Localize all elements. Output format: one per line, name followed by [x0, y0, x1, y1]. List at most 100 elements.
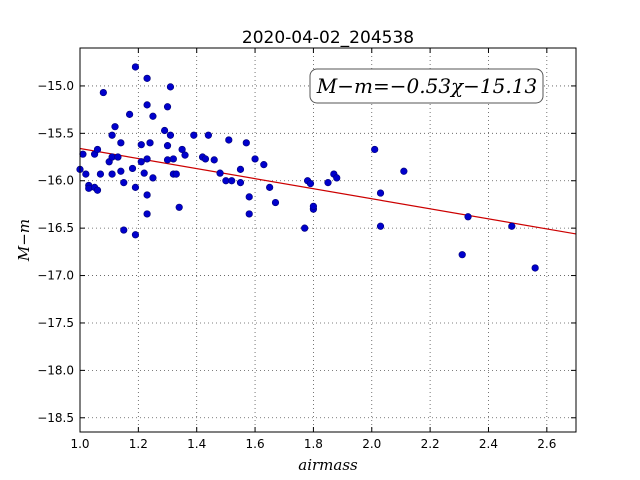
annotation-box — [309, 68, 544, 104]
x-tick-labels: 1.0 1.2 1.4 1.6 1.8 2.0 2.2 2.4 2.6 — [70, 437, 556, 451]
data-point — [143, 101, 151, 109]
data-point — [117, 167, 125, 175]
fit-line-group — [79, 147, 577, 235]
data-point — [531, 264, 539, 272]
data-point — [126, 110, 134, 118]
data-point — [245, 193, 253, 201]
data-point — [458, 251, 466, 259]
y-tick-label: −16.5 — [37, 221, 74, 235]
x-tick-label: 2.0 — [362, 437, 381, 451]
x-tick-label: 1.6 — [246, 437, 265, 451]
data-point — [190, 131, 198, 139]
x-tick-label: 1.4 — [187, 437, 206, 451]
data-point — [201, 155, 210, 163]
data-point — [181, 151, 189, 159]
data-point — [82, 170, 90, 178]
data-point — [149, 112, 157, 120]
data-point — [93, 145, 102, 154]
data-point — [175, 203, 183, 211]
data-point — [216, 169, 224, 177]
data-point — [108, 131, 116, 139]
data-point — [324, 179, 332, 187]
data-point — [161, 126, 169, 135]
data-point — [108, 170, 116, 178]
data-point — [137, 141, 145, 149]
data-point — [143, 191, 151, 199]
data-point — [508, 222, 516, 230]
data-point — [143, 210, 151, 218]
data-point — [306, 179, 315, 188]
data-point — [309, 202, 318, 210]
data-point — [117, 139, 125, 147]
data-point — [464, 213, 472, 221]
data-point — [166, 131, 175, 139]
data-point — [163, 142, 172, 150]
data-point — [242, 139, 250, 147]
y-tick-label: −15.0 — [37, 79, 74, 93]
y-tick-label: −18.5 — [37, 411, 74, 425]
data-point — [236, 179, 245, 187]
data-point — [146, 139, 154, 147]
data-point — [266, 183, 274, 191]
x-tick-label: 2.2 — [421, 437, 440, 451]
data-point — [140, 169, 148, 177]
data-point — [204, 131, 212, 139]
data-point — [172, 170, 180, 178]
data-point — [137, 158, 145, 166]
data-point — [120, 179, 128, 187]
data-point — [149, 174, 157, 182]
ticks — [79, 48, 576, 432]
data-point — [400, 167, 408, 175]
data-point — [376, 222, 385, 230]
fit-line — [79, 147, 577, 235]
x-tick-label: 1.8 — [304, 437, 323, 451]
data-point — [79, 150, 87, 158]
y-axis-label: M−m — [15, 219, 33, 262]
data-point — [128, 164, 137, 173]
data-point — [114, 153, 122, 161]
data-point — [163, 156, 172, 164]
fit-annotation: M−m=−0.53χ−15.13 — [309, 68, 544, 104]
data-point — [99, 88, 107, 97]
data-point — [333, 174, 341, 182]
data-point — [225, 136, 233, 144]
data-point — [111, 123, 119, 131]
data-point — [178, 145, 186, 154]
data-point — [96, 170, 105, 178]
data-point — [120, 226, 128, 234]
data-point — [301, 224, 309, 232]
plot-area — [80, 48, 576, 432]
data-point — [260, 161, 268, 169]
data-point — [143, 155, 151, 163]
data-point — [169, 155, 177, 163]
data-point — [85, 184, 93, 192]
data-point — [163, 103, 172, 111]
data-point — [376, 189, 385, 197]
data-point — [143, 74, 151, 82]
data-point — [131, 231, 140, 239]
y-tick-labels: −15.0 −15.5 −16.0 −16.5 −17.0 −17.5 −18.0 −18.5 — [37, 79, 74, 425]
data-point — [228, 177, 236, 185]
data-point — [131, 63, 140, 71]
fit-equation: M−m=−0.53χ−15.13 — [316, 74, 537, 98]
plot-frame — [79, 47, 577, 433]
data-points — [76, 63, 539, 272]
data-point — [131, 183, 140, 191]
chart-title: 2020-04-02_204538 — [242, 28, 414, 48]
x-tick-label: 2.6 — [537, 437, 556, 451]
y-tick-label: −17.0 — [37, 269, 74, 283]
data-point — [271, 198, 280, 207]
data-point — [251, 155, 259, 163]
y-tick-label: −18.0 — [37, 363, 74, 377]
data-point — [371, 145, 379, 154]
x-tick-label: 1.2 — [129, 437, 148, 451]
data-point — [245, 210, 253, 218]
data-point — [166, 83, 175, 91]
x-tick-label: 2.4 — [479, 437, 498, 451]
y-tick-label: −16.0 — [37, 174, 74, 188]
data-point — [210, 156, 218, 164]
data-point — [236, 165, 245, 173]
y-tick-label: −17.5 — [37, 316, 74, 330]
data-point — [93, 186, 102, 194]
